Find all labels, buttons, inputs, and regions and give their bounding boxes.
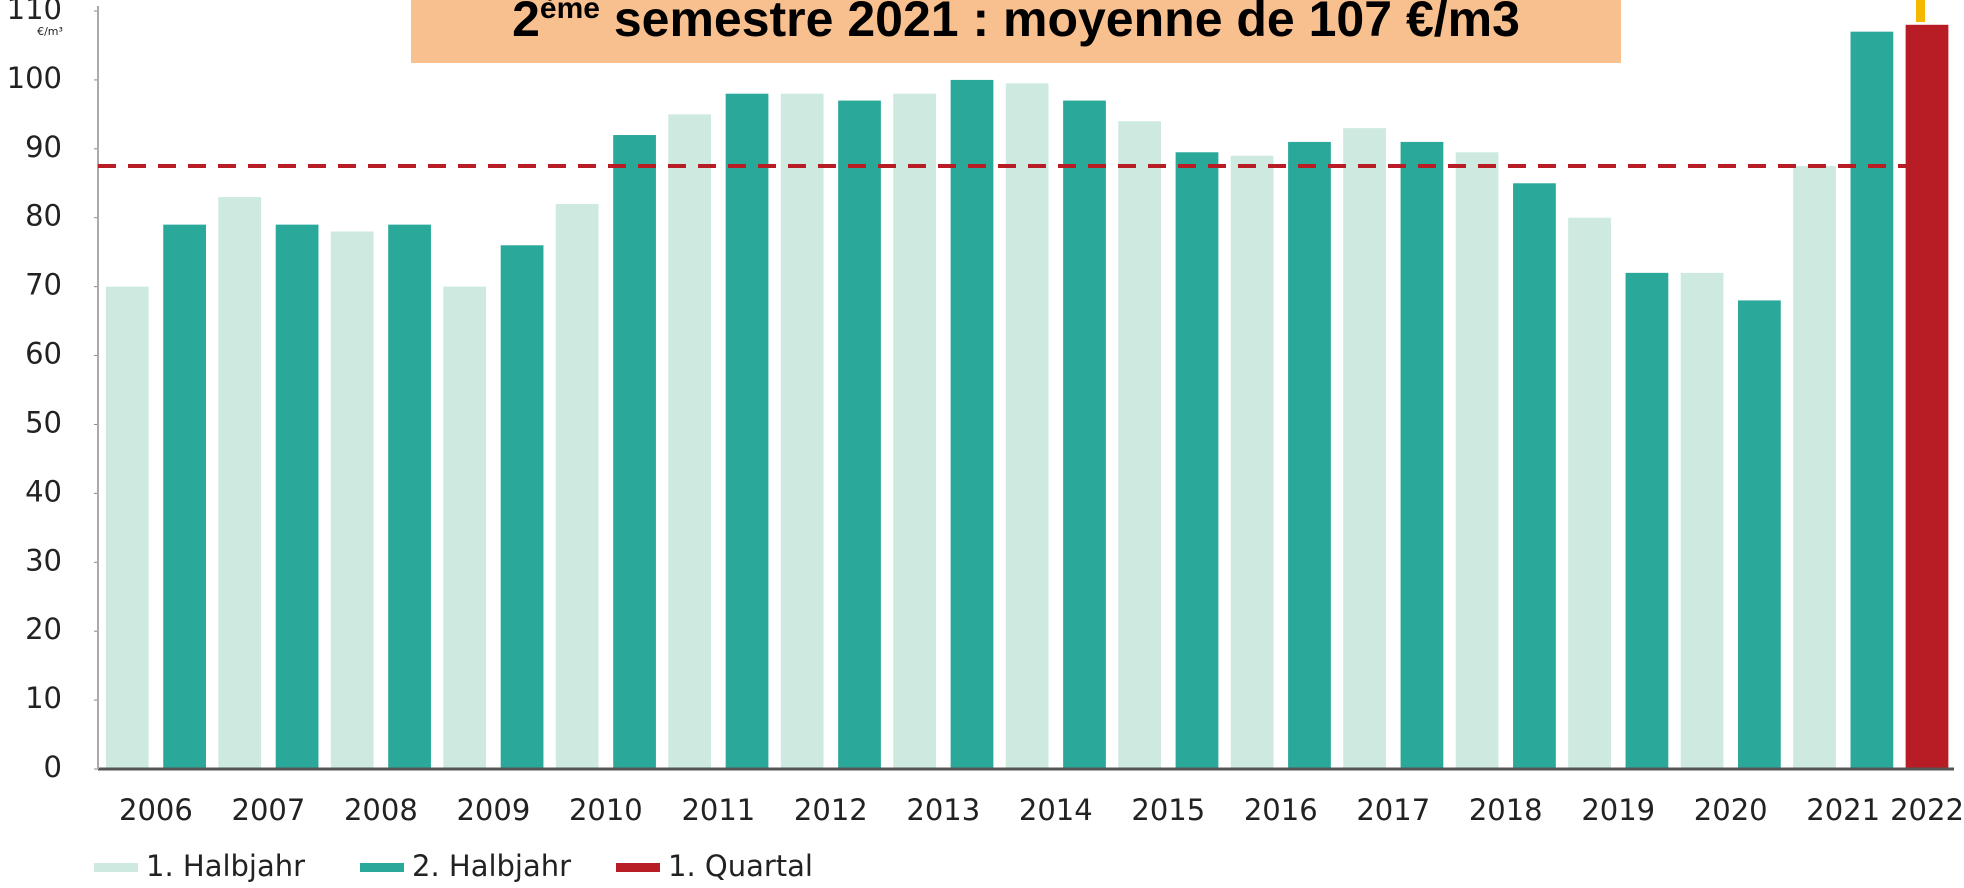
bar bbox=[1343, 128, 1386, 770]
bar bbox=[218, 197, 262, 769]
bar bbox=[1905, 24, 1949, 770]
bar bbox=[725, 93, 769, 769]
title-part: 2 bbox=[512, 0, 540, 47]
bar bbox=[613, 135, 656, 769]
y-tick-label: 100 bbox=[7, 61, 62, 95]
bar bbox=[668, 114, 712, 769]
legend-label: 2. Halbjahr bbox=[412, 849, 571, 883]
y-tick-label: 40 bbox=[25, 474, 62, 508]
y-tick-label: 30 bbox=[25, 543, 62, 577]
bar bbox=[1005, 83, 1049, 769]
x-tick-label: 2022 bbox=[1890, 793, 1964, 827]
bar bbox=[388, 224, 431, 770]
y-tick-label: 60 bbox=[25, 337, 62, 371]
y-unit: €/m³ bbox=[37, 25, 63, 38]
bar bbox=[1513, 183, 1556, 770]
title-sup: ème bbox=[540, 0, 600, 25]
bar bbox=[1850, 31, 1894, 769]
x-tick-label: 2013 bbox=[906, 793, 980, 827]
x-tick-label: 2019 bbox=[1581, 793, 1655, 827]
bar bbox=[1455, 152, 1499, 769]
bar bbox=[780, 93, 824, 769]
bar bbox=[1400, 141, 1444, 770]
legend-label: 1. Quartal bbox=[668, 849, 813, 883]
bar bbox=[950, 79, 994, 770]
decor-mark bbox=[1916, 0, 1925, 22]
title-part: semestre 2021 : moyenne de 107 €/m3 bbox=[600, 0, 1520, 47]
bar bbox=[1680, 272, 1724, 769]
y-tick-label: 20 bbox=[25, 612, 62, 646]
bar bbox=[838, 100, 881, 770]
x-tick-label: 2011 bbox=[681, 793, 755, 827]
x-tick-label: 2009 bbox=[456, 793, 530, 827]
x-tick-label: 2015 bbox=[1131, 793, 1205, 827]
x-tick-label: 2020 bbox=[1694, 793, 1768, 827]
y-tick-label: 0 bbox=[44, 750, 62, 784]
x-tick-label: 2008 bbox=[344, 793, 418, 827]
bar bbox=[1568, 217, 1611, 769]
y-tick-label: 110 bbox=[7, 0, 62, 26]
bar bbox=[1793, 166, 1836, 769]
bar bbox=[1175, 152, 1219, 769]
y-tick-label: 50 bbox=[25, 405, 62, 439]
x-tick-label: 2021 bbox=[1806, 793, 1880, 827]
bar bbox=[893, 93, 937, 769]
y-tick-label: 10 bbox=[25, 681, 62, 715]
x-tick-label: 2014 bbox=[1019, 793, 1093, 827]
bar bbox=[1118, 121, 1161, 770]
legend-label: 1. Halbjahr bbox=[146, 849, 305, 883]
chart-title: 2ème semestre 2021 : moyenne de 107 €/m3 bbox=[512, 0, 1520, 47]
bar bbox=[555, 203, 599, 770]
x-tick-label: 2007 bbox=[232, 793, 306, 827]
bar bbox=[330, 231, 374, 769]
x-tick-label: 2017 bbox=[1356, 793, 1430, 827]
x-tick-label: 2018 bbox=[1469, 793, 1543, 827]
bar bbox=[275, 224, 319, 770]
x-tick-label: 2010 bbox=[569, 793, 643, 827]
x-tick-label: 2006 bbox=[119, 793, 193, 827]
bar bbox=[1230, 155, 1274, 769]
y-tick-label: 80 bbox=[25, 199, 62, 233]
bar bbox=[1625, 272, 1669, 769]
legend-swatch bbox=[616, 863, 660, 872]
bar bbox=[443, 286, 487, 769]
y-tick-label: 70 bbox=[25, 268, 62, 302]
bar bbox=[105, 286, 149, 769]
title-box bbox=[411, 0, 1621, 63]
legend-swatch bbox=[360, 863, 404, 872]
y-tick-label: 90 bbox=[25, 130, 62, 164]
x-tick-label: 2016 bbox=[1244, 793, 1318, 827]
bar bbox=[500, 245, 544, 770]
x-tick-label: 2012 bbox=[794, 793, 868, 827]
bar bbox=[1288, 141, 1331, 770]
bar bbox=[163, 224, 206, 770]
legend-swatch bbox=[94, 863, 138, 872]
bar bbox=[1063, 100, 1106, 770]
bar bbox=[1738, 300, 1781, 769]
